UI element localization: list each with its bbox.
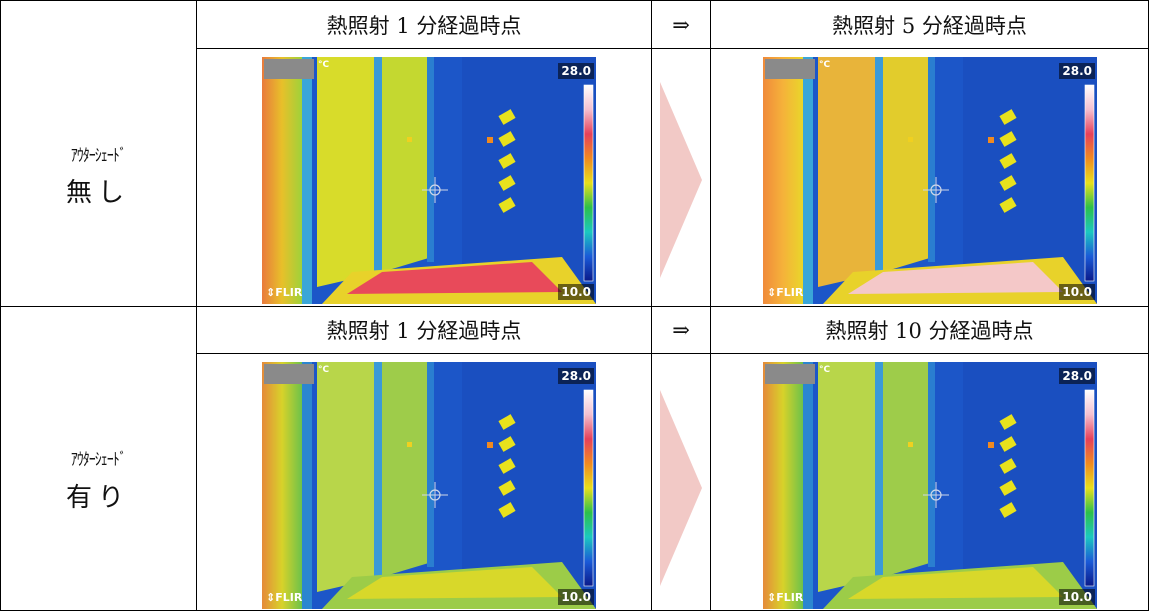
scale-max-label: 28.0 — [1059, 368, 1095, 384]
scale-min-label: 10.0 — [558, 589, 594, 605]
border-top — [0, 0, 1149, 1]
row-divider-header1 — [196, 48, 1149, 49]
outer-shade-label: ｱｳﾀｰｼｪｰﾄﾞ — [70, 450, 127, 471]
flir-logo: ⇕FLIR — [266, 591, 303, 604]
shade-status: 有り — [65, 482, 130, 513]
row-divider-header2 — [196, 353, 1149, 354]
scale-min-label: 10.0 — [558, 284, 594, 300]
progress-arrow-shape — [660, 390, 702, 586]
header-1min: 熱照射 1 分経過時点 — [326, 13, 522, 38]
flir-logo: ⇕FLIR — [767, 286, 804, 299]
scale-min-label: 10.0 — [1059, 284, 1095, 300]
shade-status: 無し — [65, 178, 130, 209]
col-divider-label — [196, 0, 197, 611]
unit-label: °C — [318, 60, 330, 70]
thermal-image-5min-no-shade: 28.0 10.0 °C ⇕FLIR — [763, 57, 1097, 304]
thermal-image-1min-no-shade: 28.0 10.0 °C ⇕FLIR — [262, 57, 596, 304]
outer-shade-label: ｱｳﾀｰｼｪｰﾄﾞ — [70, 145, 127, 166]
unit-label: °C — [318, 365, 330, 375]
thermal-scene — [763, 57, 1097, 304]
row-divider-middle — [0, 306, 1149, 307]
scale-max-label: 28.0 — [1059, 63, 1095, 79]
border-left — [0, 0, 1, 611]
thermal-scene — [763, 362, 1097, 609]
scale-max-label: 28.0 — [558, 63, 594, 79]
thermal-scene — [262, 57, 596, 304]
unit-label: °C — [819, 60, 831, 70]
progress-arrow-shape — [660, 82, 702, 278]
thermal-image-1min-shade: 28.0 10.0 °C ⇕FLIR — [262, 362, 596, 609]
arrow-symbol: ⇒ — [672, 12, 690, 37]
header-1min: 熱照射 1 分経過時点 — [326, 319, 522, 343]
header-5min: 熱照射 5 分経過時点 — [832, 13, 1027, 38]
row-label-no-shade: ｱｳﾀｰｼｪｰﾄﾞ 無し — [0, 49, 196, 306]
header-10min: 熱照射 10 分経過時点 — [825, 319, 1034, 343]
col-divider-arrow-right — [710, 0, 711, 611]
row-label-with-shade: ｱｳﾀｰｼｪｰﾄﾞ 有り — [0, 354, 196, 610]
unit-label: °C — [819, 365, 831, 375]
flir-logo: ⇕FLIR — [767, 591, 804, 604]
col-divider-arrow-left — [651, 0, 652, 611]
thermal-scene — [262, 362, 596, 609]
scale-min-label: 10.0 — [1059, 589, 1095, 605]
scale-max-label: 28.0 — [558, 368, 594, 384]
arrow-symbol: ⇒ — [672, 318, 690, 342]
thermal-image-10min-shade: 28.0 10.0 °C ⇕FLIR — [763, 362, 1097, 609]
flir-logo: ⇕FLIR — [266, 286, 303, 299]
